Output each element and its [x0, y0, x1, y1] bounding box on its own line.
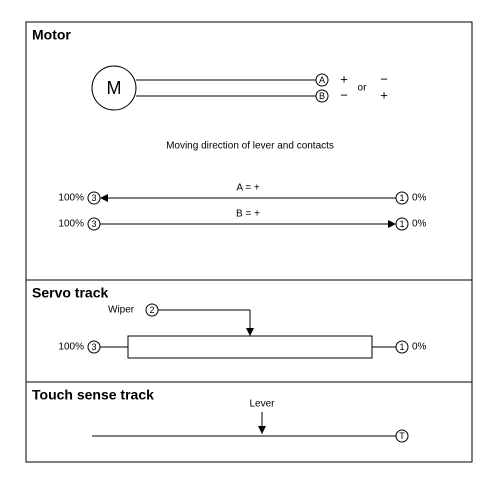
- svg-text:3: 3: [91, 219, 96, 229]
- svg-text:1: 1: [399, 219, 404, 229]
- svg-text:B: B: [319, 91, 325, 101]
- svg-text:3: 3: [91, 193, 96, 203]
- svg-text:+: +: [340, 71, 348, 86]
- svg-text:2: 2: [149, 305, 154, 315]
- svg-text:−: −: [380, 71, 388, 86]
- svg-text:1: 1: [399, 342, 404, 352]
- svg-text:1: 1: [399, 193, 404, 203]
- svg-text:100%: 100%: [58, 219, 84, 230]
- svg-text:B = +: B = +: [236, 209, 260, 220]
- svg-text:T: T: [399, 431, 405, 441]
- svg-text:3: 3: [91, 342, 96, 352]
- svg-text:or: or: [358, 83, 368, 94]
- svg-text:M: M: [107, 78, 122, 98]
- diagram-root: MotorMAB+−or−+Moving direction of lever …: [0, 0, 500, 500]
- svg-text:+: +: [380, 87, 388, 102]
- svg-text:Touch sense track: Touch sense track: [32, 387, 154, 403]
- svg-text:Servo track: Servo track: [32, 285, 108, 301]
- svg-text:A: A: [319, 75, 325, 85]
- svg-text:0%: 0%: [412, 219, 427, 230]
- svg-text:0%: 0%: [412, 342, 427, 353]
- svg-text:Lever: Lever: [249, 399, 275, 410]
- diagram-svg: MotorMAB+−or−+Moving direction of lever …: [0, 0, 500, 500]
- svg-text:A = +: A = +: [236, 183, 260, 194]
- svg-text:−: −: [340, 87, 348, 102]
- svg-text:Motor: Motor: [32, 27, 71, 43]
- svg-text:Wiper: Wiper: [108, 305, 135, 316]
- svg-text:100%: 100%: [58, 193, 84, 204]
- svg-text:0%: 0%: [412, 193, 427, 204]
- svg-text:Moving direction of lever and: Moving direction of lever and contacts: [166, 141, 334, 152]
- svg-text:100%: 100%: [58, 342, 84, 353]
